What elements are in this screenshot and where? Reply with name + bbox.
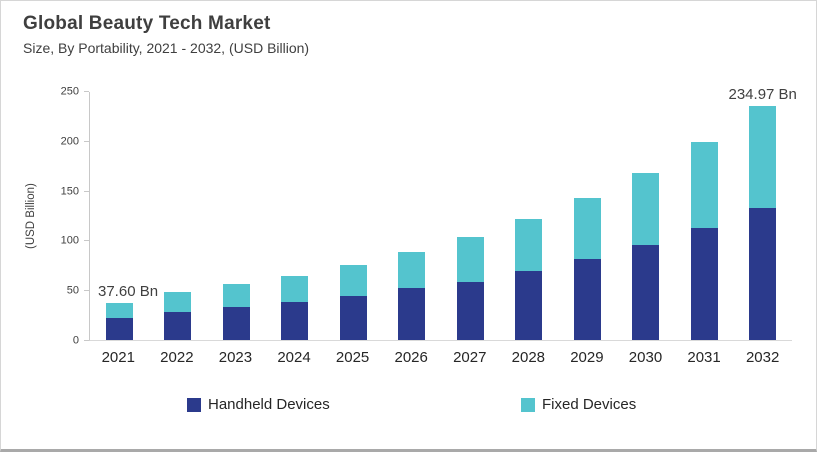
x-tick-label-2023: 2023 bbox=[218, 349, 253, 366]
bar-column-2028 bbox=[500, 92, 559, 340]
bar-segment-2028-handheld-devices bbox=[515, 270, 543, 340]
stacked-bar-2021 bbox=[105, 302, 133, 340]
bar-segment-2023-handheld-devices bbox=[222, 307, 250, 340]
bar-segment-2023-fixed-devices bbox=[222, 283, 250, 308]
x-axis: 2021 2022 2023 2024 2025 2026 2027 2028 2029 2030… bbox=[89, 349, 792, 366]
bar-segment-2027-handheld-devices bbox=[456, 281, 484, 340]
bar-segment-2024-handheld-devices bbox=[281, 301, 309, 340]
y-tick-mark bbox=[84, 290, 89, 292]
bar-column-2031 bbox=[675, 92, 734, 340]
stacked-bar-2032 bbox=[749, 105, 777, 340]
stacked-bar-2022 bbox=[164, 292, 192, 340]
bar-segment-2028-fixed-devices bbox=[515, 219, 543, 271]
stacked-bar-2025 bbox=[339, 265, 367, 340]
x-tick-label-2031: 2031 bbox=[687, 349, 721, 366]
bar-segment-2031-handheld-devices bbox=[690, 227, 718, 340]
y-tick-label: 250 bbox=[60, 85, 79, 98]
bar-segment-2025-fixed-devices bbox=[339, 265, 367, 296]
y-tick-mark bbox=[84, 240, 89, 242]
chart-header: Global Beauty Tech Market Size, By Porta… bbox=[23, 13, 309, 56]
bar-segment-2030-handheld-devices bbox=[632, 245, 660, 340]
bar-segment-2021-fixed-devices bbox=[105, 302, 133, 318]
bar-column-2027 bbox=[441, 92, 500, 340]
legend-swatch-handheld-devices bbox=[187, 397, 201, 412]
legend-swatch-fixed-devices bbox=[521, 397, 535, 412]
bar-segment-2024-fixed-devices bbox=[281, 275, 309, 302]
data-label-2021: 37.60 Bn bbox=[98, 282, 159, 300]
y-tick-mark bbox=[84, 91, 89, 92]
x-tick-label-2024: 2024 bbox=[277, 349, 311, 366]
stacked-bar-2028 bbox=[515, 219, 543, 340]
x-tick-label-2028: 2028 bbox=[511, 349, 546, 366]
bar-column-2025 bbox=[324, 92, 383, 340]
stacked-bar-2030 bbox=[632, 173, 660, 340]
bar-column-2032 bbox=[734, 92, 793, 340]
x-tick-label-2030: 2030 bbox=[628, 349, 663, 366]
legend-item-handheld-devices: Handheld Devices bbox=[187, 396, 330, 413]
chart-subtitle: Size, By Portability, 2021 - 2032, (USD … bbox=[23, 40, 310, 56]
bar-segment-2022-fixed-devices bbox=[164, 292, 192, 312]
y-tick-mark bbox=[84, 140, 89, 142]
y-tick-label: 150 bbox=[60, 185, 79, 198]
legend: Handheld Devices Fixed Devices bbox=[1, 395, 816, 417]
data-label-2032: 234.97 Bn bbox=[728, 85, 797, 103]
bar-column-2021 bbox=[90, 92, 149, 340]
y-tick-label: 0 bbox=[72, 334, 79, 347]
chart-title: Global Beauty Tech Market bbox=[23, 13, 271, 34]
bar-column-2030 bbox=[617, 92, 676, 340]
x-tick-label-2032: 2032 bbox=[745, 349, 780, 366]
stacked-bar-2029 bbox=[573, 197, 601, 340]
bar-column-2029 bbox=[558, 92, 617, 340]
bar-segment-2025-handheld-devices bbox=[339, 295, 367, 340]
bar-column-2026 bbox=[383, 92, 442, 340]
stacked-bar-2023 bbox=[222, 283, 250, 340]
x-tick-label-2026: 2026 bbox=[394, 349, 428, 366]
x-tick-label-2021: 2021 bbox=[101, 349, 135, 366]
y-axis: 0 50 100 150 200 250 bbox=[1, 86, 89, 346]
x-tick-label-2027: 2027 bbox=[453, 349, 487, 366]
legend-label-fixed-devices: Fixed Devices bbox=[542, 396, 637, 413]
bar-segment-2032-handheld-devices bbox=[749, 208, 777, 340]
y-tick-label: 200 bbox=[60, 135, 79, 148]
bar-segment-2026-handheld-devices bbox=[398, 288, 426, 340]
x-tick-label-2029: 2029 bbox=[570, 349, 604, 366]
y-tick-label: 100 bbox=[60, 234, 79, 247]
bar-segment-2022-handheld-devices bbox=[164, 311, 192, 340]
y-tick-mark bbox=[84, 340, 89, 341]
bar-segment-2029-handheld-devices bbox=[573, 258, 601, 340]
bar-segment-2027-fixed-devices bbox=[456, 237, 484, 282]
bar-segment-2026-fixed-devices bbox=[398, 252, 426, 289]
y-tick-label: 50 bbox=[66, 284, 79, 297]
y-tick-mark bbox=[84, 190, 89, 192]
bar-column-2023 bbox=[207, 92, 266, 340]
bar-column-2022 bbox=[149, 92, 208, 340]
bar-segment-2029-fixed-devices bbox=[573, 197, 601, 259]
stacked-bar-2024 bbox=[281, 275, 309, 340]
stacked-bar-2031 bbox=[690, 141, 718, 340]
bar-segment-2021-handheld-devices bbox=[105, 317, 133, 340]
bar-segment-2030-fixed-devices bbox=[632, 173, 660, 246]
bar-segment-2031-fixed-devices bbox=[690, 141, 718, 228]
legend-label-handheld-devices: Handheld Devices bbox=[208, 396, 330, 413]
legend-item-fixed-devices: Fixed Devices bbox=[521, 396, 636, 413]
bar-column-2024 bbox=[266, 92, 325, 340]
bar-segment-2032-fixed-devices bbox=[749, 105, 777, 209]
stacked-bar-2026 bbox=[398, 252, 426, 340]
x-tick-label-2025: 2025 bbox=[335, 349, 370, 366]
stacked-bar-2027 bbox=[456, 237, 484, 340]
plot-area bbox=[89, 92, 792, 341]
x-tick-label-2022: 2022 bbox=[160, 349, 194, 366]
